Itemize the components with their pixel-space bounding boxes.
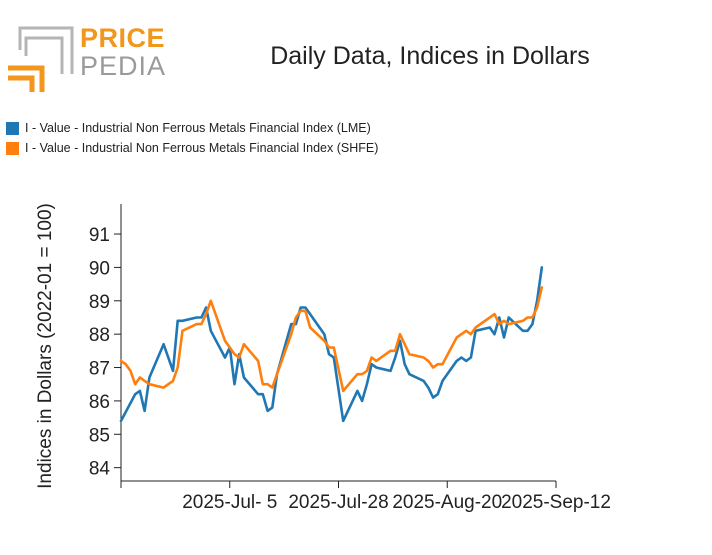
y-tick-label: 85	[89, 425, 110, 446]
legend-item-shfe[interactable]: I - Value - Industrial Non Ferrous Metal…	[6, 138, 378, 158]
series-line-shfe	[119, 286, 544, 393]
legend-label-shfe: I - Value - Industrial Non Ferrous Metal…	[25, 141, 379, 155]
y-tick-label: 90	[89, 258, 110, 279]
x-tick-label: 2025-Jul- 5	[182, 492, 277, 513]
x-tick-label: 2025-Sep-12	[501, 492, 611, 513]
legend-swatch-lme	[6, 121, 19, 135]
logo-word-price: PRICE	[80, 23, 166, 53]
y-tick-label: 91	[89, 225, 110, 246]
legend-swatch-shfe	[6, 141, 19, 155]
pricepedia-logo: PRICE PEDIA	[8, 22, 168, 94]
legend: I - Value - Industrial Non Ferrous Metal…	[6, 118, 378, 158]
y-tick-label: 88	[89, 325, 110, 346]
y-tick-label: 87	[89, 359, 110, 380]
series-line-lme	[119, 266, 544, 423]
legend-label-lme: I - Value - Industrial Non Ferrous Metal…	[25, 121, 371, 135]
x-tick-label: 2025-Aug-20	[392, 492, 502, 513]
x-tick-label: 2025-Jul-28	[288, 492, 388, 513]
logo-word-pedia: PEDIA	[80, 51, 167, 81]
y-tick-label: 89	[89, 292, 110, 313]
chart-title: Daily Data, Indices in Dollars	[270, 42, 590, 70]
logo-mark	[8, 26, 74, 92]
legend-item-lme[interactable]: I - Value - Industrial Non Ferrous Metal…	[6, 118, 378, 138]
y-tick-label: 84	[89, 459, 111, 480]
y-tick-label: 86	[89, 392, 110, 413]
